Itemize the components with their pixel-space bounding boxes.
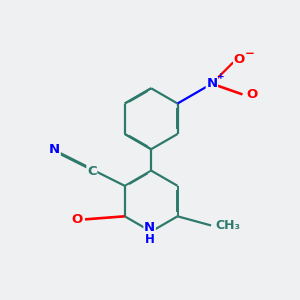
Text: N: N [206, 77, 218, 90]
Text: C: C [87, 165, 97, 178]
Text: O: O [72, 213, 83, 226]
Text: O: O [234, 53, 245, 66]
Text: −: − [245, 47, 255, 60]
Text: N: N [144, 221, 155, 234]
Text: CH₃: CH₃ [215, 219, 240, 232]
Text: +: + [217, 73, 224, 82]
Text: H: H [145, 233, 154, 246]
Text: O: O [247, 88, 258, 101]
Text: N: N [49, 143, 60, 156]
